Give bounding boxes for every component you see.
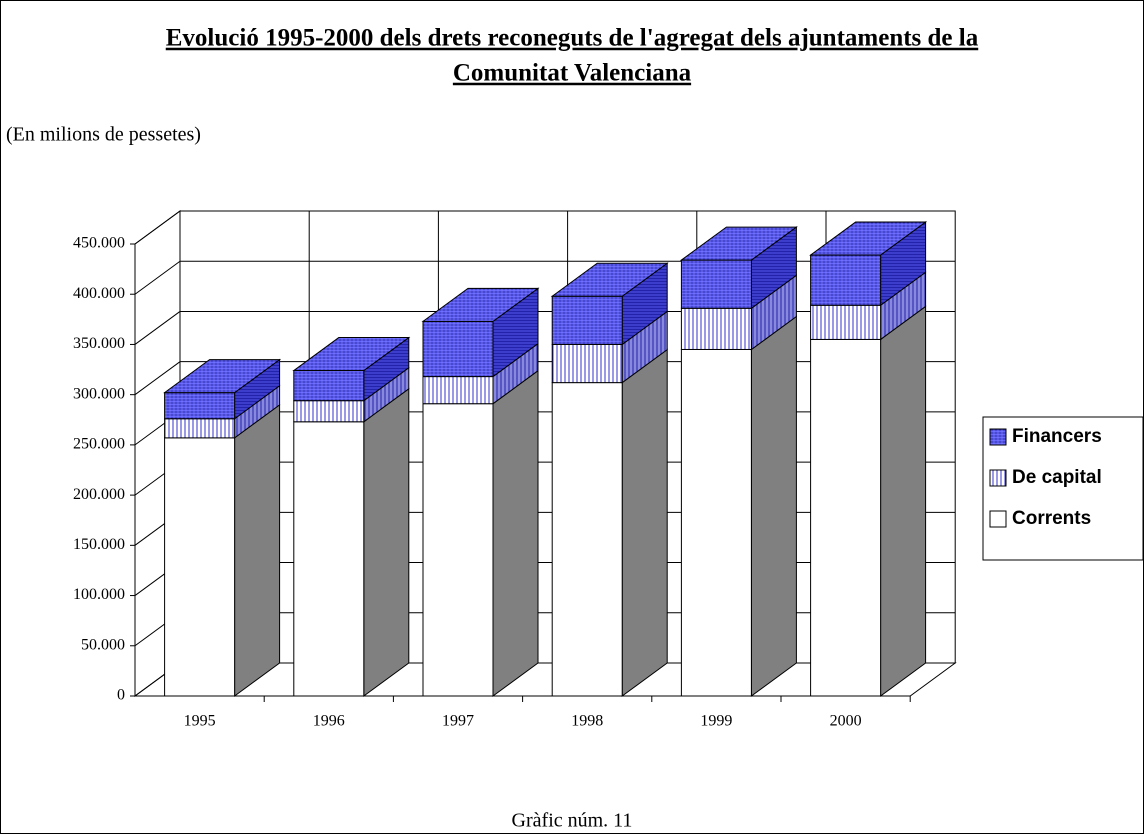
- bar-top: [679, 226, 798, 261]
- legend-swatch: [989, 428, 1007, 446]
- y-tick-label: 150.000: [73, 536, 125, 553]
- bar: [680, 307, 752, 350]
- bar: [422, 320, 494, 378]
- chart-title: Evolució 1995-2000 dels drets reconeguts…: [166, 25, 979, 52]
- y-tick-label: 350.000: [73, 335, 125, 352]
- bar-side: [492, 369, 539, 697]
- y-tick-label: 450.000: [73, 235, 125, 252]
- x-tick-label: 1997: [442, 713, 474, 730]
- legend-swatch: [989, 469, 1007, 487]
- bar: [293, 370, 365, 402]
- bar: [164, 392, 236, 420]
- legend-label: Corrents: [1012, 508, 1091, 529]
- y-tick-label: 0: [117, 687, 125, 704]
- bar: [164, 418, 236, 439]
- bar-side: [750, 315, 797, 697]
- bar-side: [363, 387, 410, 697]
- grid-line: [134, 311, 181, 345]
- bar: [293, 400, 365, 423]
- x-tick-label: 1999: [700, 713, 732, 730]
- y-tick-label: 100.000: [73, 586, 125, 603]
- bar-top: [421, 287, 540, 322]
- y-tick-label: 300.000: [73, 385, 125, 402]
- legend-box: [982, 416, 1144, 561]
- bar-top: [292, 337, 411, 372]
- bar: [422, 376, 494, 405]
- bar: [810, 304, 882, 340]
- bar: [551, 295, 623, 345]
- y-tick-label: 200.000: [73, 486, 125, 503]
- bar: [551, 382, 623, 697]
- bar-top: [550, 262, 669, 297]
- bar: [680, 348, 752, 697]
- bar-side: [621, 348, 668, 697]
- caption: Gràfic núm. 11: [512, 810, 633, 832]
- y-tick-label: 400.000: [73, 285, 125, 302]
- chart-title: Comunitat Valenciana: [453, 60, 692, 87]
- bar: [293, 421, 365, 697]
- x-tick-label: 2000: [830, 713, 862, 730]
- x-tick-label: 1996: [313, 713, 345, 730]
- bar: [551, 343, 623, 384]
- legend-label: Financers: [1012, 426, 1102, 447]
- y-tick-label: 250.000: [73, 436, 125, 453]
- bar-side: [234, 403, 281, 697]
- bar: [164, 437, 236, 697]
- bar-top: [809, 221, 928, 256]
- bar: [810, 338, 882, 697]
- bar-top: [163, 359, 282, 394]
- bar-side: [880, 305, 927, 697]
- x-tick-label: 1998: [571, 713, 603, 730]
- y-tick-label: 50.000: [81, 636, 125, 653]
- legend-swatch: [989, 510, 1007, 528]
- bar: [680, 259, 752, 309]
- subtitle: (En milions de pessetes): [6, 124, 201, 146]
- x-tick-label: 1995: [184, 713, 216, 730]
- grid-line: [134, 260, 181, 295]
- bar: [422, 403, 494, 697]
- legend-label: De capital: [1012, 467, 1102, 488]
- grid-line: [134, 361, 181, 396]
- grid-line: [134, 210, 181, 245]
- bar: [810, 254, 882, 306]
